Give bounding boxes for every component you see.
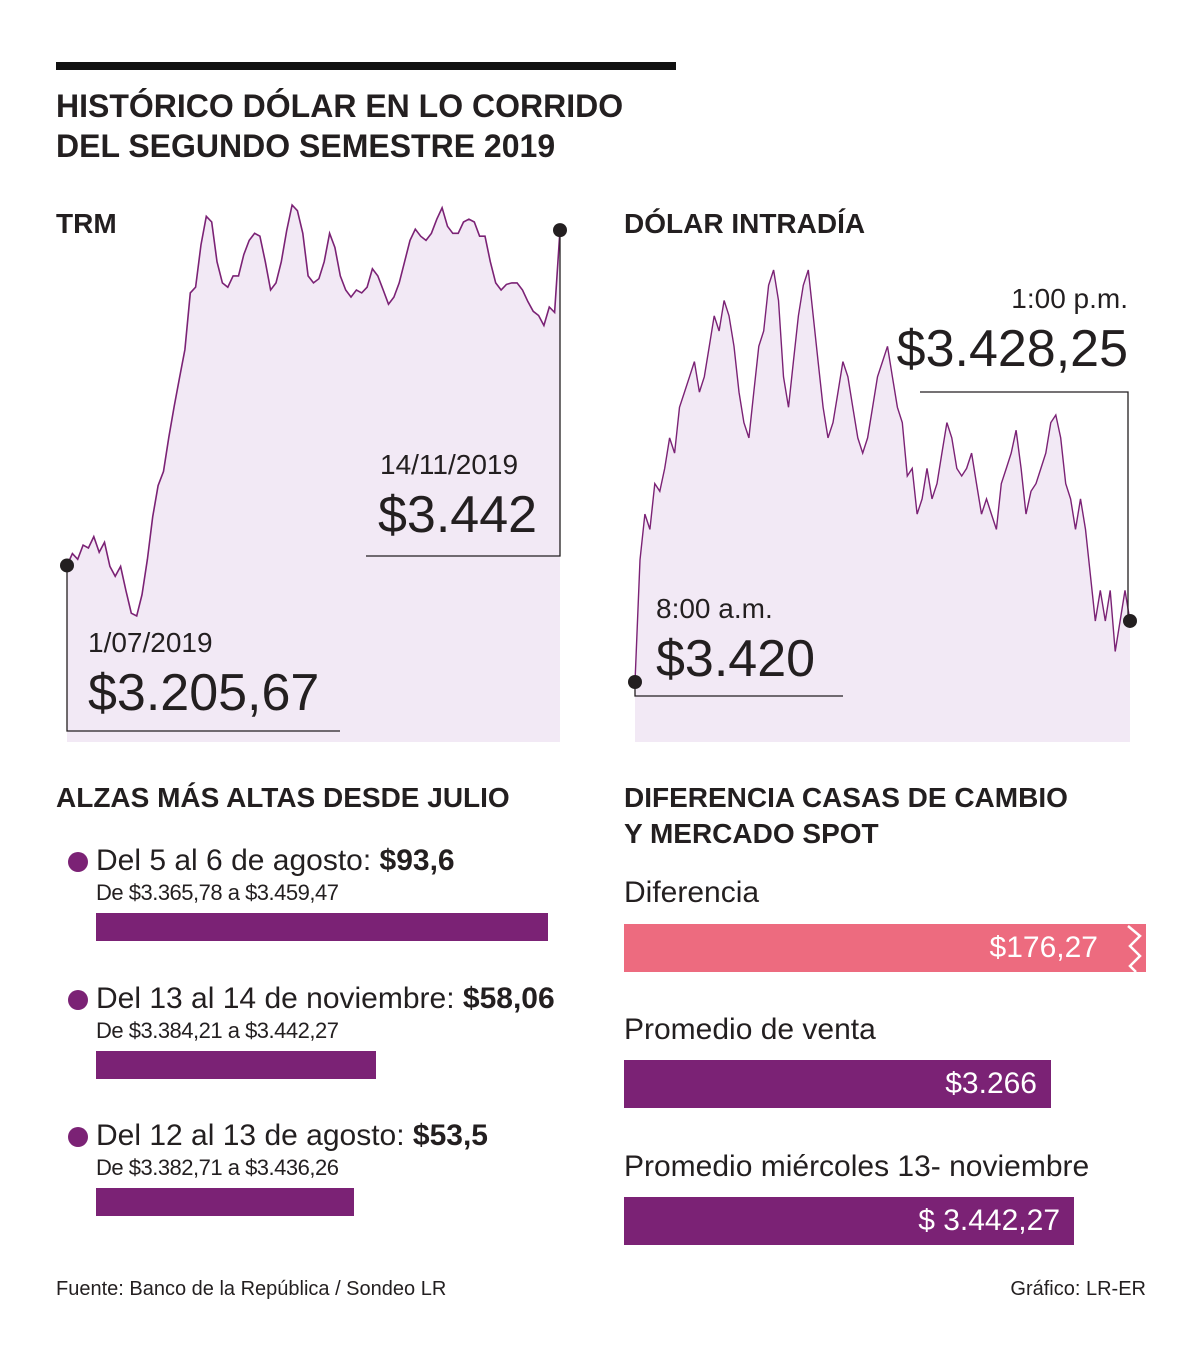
intraday-area [635, 270, 1130, 742]
trm-end-dot [553, 223, 567, 238]
intraday-chart: 8:00 a.m. $3.420 1:00 p.m. $3.428,25 [628, 269, 1137, 742]
rise-item: Del 12 al 13 de agosto: $53,5 De $3.382,7… [62, 1118, 622, 1216]
intraday-start-value: $3.420 [656, 630, 815, 688]
intraday-end-time: 1:00 p.m. [1011, 283, 1128, 314]
difference-title-line2: Y MERCADO SPOT [624, 818, 879, 849]
difference-title-line1: DIFERENCIA CASAS DE CAMBIO [624, 782, 1068, 813]
difference-bar: $3.266 [624, 1060, 1051, 1108]
trm-end-callout [366, 230, 561, 557]
credit-note: Gráfico: LR-ER [1010, 1278, 1146, 1300]
trm-title: TRM [56, 208, 117, 239]
rise-label: Del 13 al 14 de noviembre: [96, 982, 455, 1015]
rise-heading: Del 13 al 14 de noviembre: $58,06 [62, 981, 622, 1017]
source-note: Fuente: Banco de la República / Sondeo L… [56, 1278, 447, 1300]
trm-end-date: 14/11/2019 [380, 449, 518, 480]
intraday-end-value: $3.428,25 [897, 320, 1128, 378]
rise-range: De $3.384,21 a $3.442,27 [96, 1018, 339, 1043]
trm-area [67, 205, 560, 742]
rise-bar [96, 913, 548, 941]
trm-chart: 1/07/2019 $3.205,67 14/11/2019 $3.442 [60, 203, 567, 742]
break-mark [1127, 925, 1142, 973]
trm-line [66, 203, 561, 618]
rise-value: $58,06 [462, 982, 555, 1015]
rise-bullet [68, 990, 88, 1010]
page-title-line1: HISTÓRICO DÓLAR EN LO CORRIDO [56, 88, 624, 124]
difference-label: Promedio miércoles 13- noviembre [624, 1150, 1090, 1183]
intraday-start-time: 8:00 a.m. [656, 593, 773, 624]
rise-item: Del 5 al 6 de agosto: $93,6 De $3.365,78 … [62, 843, 622, 941]
rise-bullet [68, 1127, 88, 1147]
rise-value: $53,5 [412, 1119, 488, 1152]
intraday-title: DÓLAR INTRADÍA [624, 208, 866, 239]
rise-label: Del 5 al 6 de agosto: [96, 844, 372, 877]
rise-item: Del 13 al 14 de noviembre: $58,06 De $3.3… [62, 981, 622, 1079]
rise-heading: Del 12 al 13 de agosto: $53,5 [62, 1118, 622, 1154]
difference-label: Diferencia [624, 876, 760, 909]
rise-range: De $3.365,78 a $3.459,47 [96, 880, 339, 905]
difference-title: DIFERENCIA CASAS DE CAMBIO Y MERCADO SPO… [624, 780, 1184, 852]
rise-range: De $3.382,71 a $3.436,26 [96, 1155, 339, 1180]
rise-heading: Del 5 al 6 de agosto: $93,6 [62, 843, 622, 879]
rise-bullet [68, 852, 88, 872]
rise-bar [96, 1051, 377, 1079]
rise-label: Del 12 al 13 de agosto: [96, 1119, 405, 1152]
difference-bar: $ 3.442,27 [624, 1197, 1074, 1245]
page-title-line2: DEL SEGUNDO SEMESTRE 2019 [56, 128, 556, 164]
difference-bar: $176,27 [624, 924, 1146, 972]
intraday-end-dot [1123, 613, 1137, 628]
difference-label: Promedio de venta [624, 1013, 876, 1046]
trm-start-dot [60, 558, 74, 573]
intraday-start-dot [628, 675, 642, 689]
rise-bar [96, 1188, 355, 1216]
trm-start-value: $3.205,67 [88, 664, 319, 722]
rises-title: ALZAS MÁS ALTAS DESDE JULIO [56, 782, 510, 813]
page-title: HISTÓRICO DÓLAR EN LO CORRIDO DEL SEGUND… [56, 86, 756, 166]
intraday-line [634, 269, 1131, 683]
rise-value: $93,6 [379, 844, 455, 877]
trm-end-value: $3.442 [378, 486, 537, 544]
title-rule [56, 62, 676, 70]
trm-start-date: 1/07/2019 [88, 627, 213, 658]
trm-start-callout [66, 565, 340, 732]
